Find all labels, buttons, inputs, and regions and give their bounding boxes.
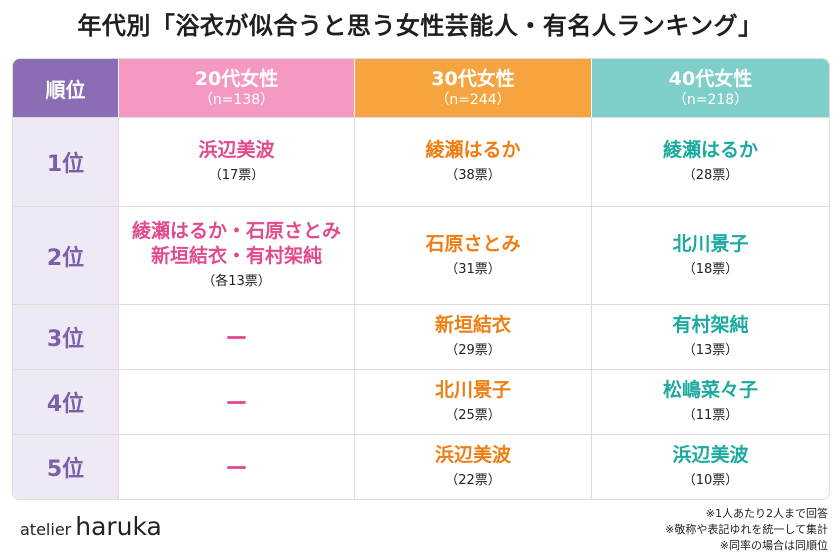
footnote: ※同率の場合は同順位 (719, 539, 828, 552)
celebrity-name: 有村架純 (672, 314, 749, 336)
vote-count: （38票） (445, 168, 501, 183)
celebrity-name: 新垣結衣 (434, 314, 511, 336)
empty-dash: ー (225, 327, 248, 352)
cell-age40: 浜辺美波 （10票） (592, 434, 829, 499)
cell-age30: 石原さとみ （31票） (355, 206, 592, 304)
rank-label: 1位 (13, 117, 119, 206)
header-age30-n: （n=244） (435, 92, 511, 108)
vote-count: （13票） (682, 343, 739, 358)
table-row: 4位 ー 北川景子 （25票） 松嶋菜々子 （11票） (13, 369, 829, 434)
cell-age40: 綾瀬はるか （28票） (592, 117, 829, 206)
celebrity-name: 浜辺美波 (434, 444, 511, 466)
header-age40-n: （n=218） (672, 92, 749, 108)
header-age20: 20代女性 （n=138） (119, 59, 355, 117)
page-title: 年代別「浴衣が似合うと思う女性芸能人・有名人ランキング」 (77, 12, 763, 40)
celebrity-name: 綾瀬はるか (425, 139, 521, 161)
cell-age20: ー (119, 304, 355, 369)
table-header-row: 順位 20代女性 （n=138） 30代女性 （n=244） 40代女性 （n=… (13, 59, 829, 117)
celebrity-name: 新垣結衣・有村架純 (150, 245, 322, 267)
celebrity-name: 浜辺美波 (672, 444, 749, 466)
header-age20-n: （n=138） (198, 92, 275, 108)
table-row: 3位 ー 新垣結衣 （29票） 有村架純 （13票） (13, 304, 829, 369)
celebrity-name: 綾瀬はるか (662, 139, 758, 161)
vote-count: （28票） (682, 168, 739, 183)
header-age40-label: 40代女性 (668, 68, 753, 90)
celebrity-name: 北川景子 (672, 232, 749, 255)
ranking-table: 順位 20代女性 （n=138） 30代女性 （n=244） 40代女性 （n=… (12, 58, 830, 500)
footnote: ※敬称や表記ゆれを統一して集計 (665, 523, 828, 536)
vote-count: （11票） (682, 408, 739, 423)
logo-text-haruka: haruka (75, 512, 162, 541)
vote-count: （29票） (445, 343, 501, 358)
vote-count: （17票） (208, 168, 265, 183)
header-rank: 順位 (13, 59, 119, 117)
empty-dash: ー (225, 392, 248, 417)
cell-age30: 綾瀬はるか （38票） (355, 117, 592, 206)
rank-label: 4位 (13, 369, 119, 434)
table-row: 2位 綾瀬はるか・石原さとみ 新垣結衣・有村架純 （各13票） 石原さとみ （3… (13, 206, 829, 304)
cell-age20: 浜辺美波 （17票） (119, 117, 355, 206)
empty-dash: ー (225, 457, 248, 482)
rank-label: 2位 (13, 206, 119, 304)
vote-count: （31票） (445, 261, 501, 277)
header-age30-label: 30代女性 (431, 68, 515, 90)
cell-age30: 北川景子 （25票） (355, 369, 592, 434)
cell-age20: ー (119, 369, 355, 434)
rank-label: 3位 (13, 304, 119, 369)
rank-label: 5位 (13, 434, 119, 499)
celebrity-name: 綾瀬はるか・石原さとみ (131, 220, 341, 242)
cell-age30: 新垣結衣 （29票） (355, 304, 592, 369)
cell-age20: ー (119, 434, 355, 499)
celebrity-name: 松嶋菜々子 (662, 379, 758, 401)
footnote: ※1人あたり2人まで回答 (705, 507, 828, 520)
vote-count: （18票） (682, 261, 739, 277)
table-row: 1位 浜辺美波 （17票） 綾瀬はるか （38票） 綾瀬はるか （28票） (13, 117, 829, 206)
header-age40: 40代女性 （n=218） (592, 59, 829, 117)
cell-age40: 有村架純 （13票） (592, 304, 829, 369)
vote-count: （22票） (445, 473, 501, 488)
footnotes: ※1人あたり2人まで回答 ※敬称や表記ゆれを統一して集計 ※同率の場合は同順位 (598, 506, 828, 554)
celebrity-name: 石原さとみ (425, 232, 521, 255)
vote-count: （10票） (682, 473, 739, 488)
table-row: 5位 ー 浜辺美波 （22票） 浜辺美波 （10票） (13, 434, 829, 499)
cell-age40: 松嶋菜々子 （11票） (592, 369, 829, 434)
brand-logo: atelier haruka (20, 512, 162, 548)
celebrity-name: 浜辺美波 (198, 139, 275, 161)
header-age30: 30代女性 （n=244） (355, 59, 592, 117)
cell-age40: 北川景子 （18票） (592, 206, 829, 304)
logo-text-atelier: atelier (20, 520, 72, 539)
cell-age20: 綾瀬はるか・石原さとみ 新垣結衣・有村架純 （各13票） (119, 206, 355, 304)
vote-count: （各13票） (202, 274, 271, 289)
header-age20-label: 20代女性 (194, 68, 279, 90)
celebrity-name: 北川景子 (434, 379, 511, 401)
vote-count: （25票） (445, 408, 501, 423)
cell-age30: 浜辺美波 （22票） (355, 434, 592, 499)
